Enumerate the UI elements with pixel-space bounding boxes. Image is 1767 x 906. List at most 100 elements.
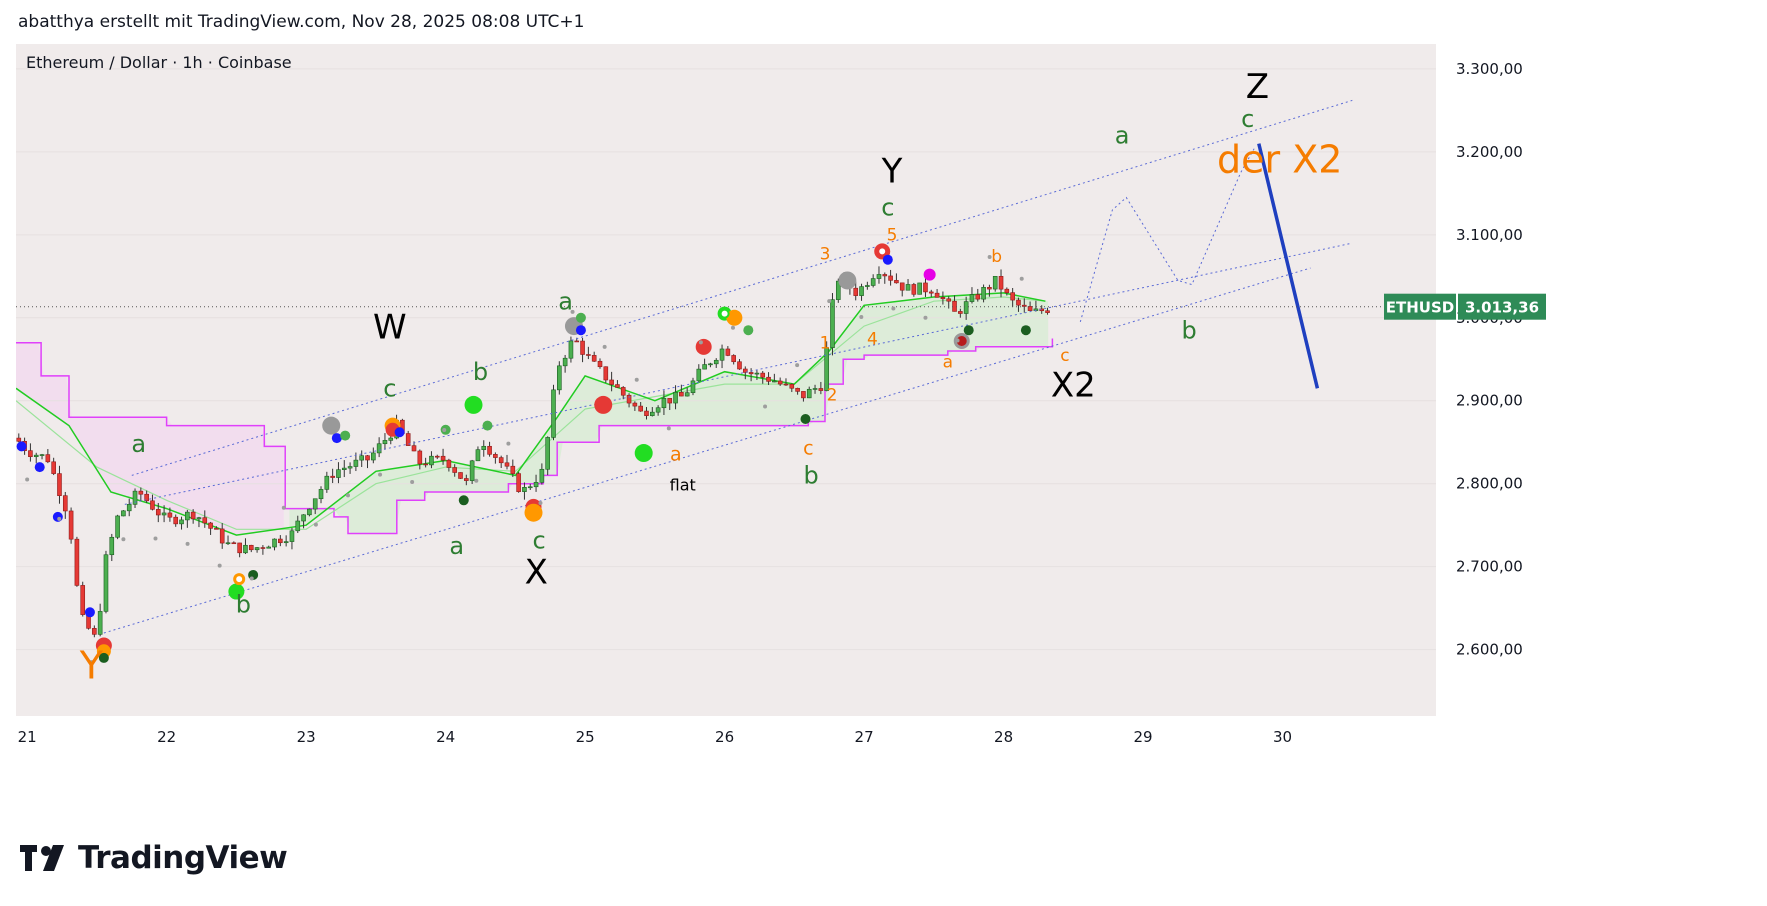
candle-body	[562, 357, 568, 367]
candle	[940, 291, 946, 305]
candle-body	[272, 538, 277, 548]
wave-label: b	[991, 247, 1002, 267]
candle-body	[545, 437, 550, 470]
candle	[423, 457, 428, 468]
candle	[481, 440, 487, 457]
candle	[824, 341, 829, 392]
bearish-cloud	[16, 342, 284, 535]
candle-body	[254, 547, 260, 551]
candle-body	[917, 282, 922, 295]
candle	[307, 508, 312, 517]
wave-label: a	[558, 287, 573, 315]
trail-dot	[217, 563, 222, 568]
candle-body	[696, 368, 702, 382]
candle-body	[452, 467, 457, 473]
candle-body	[330, 475, 335, 478]
candle-body	[405, 433, 411, 446]
candle	[173, 514, 179, 527]
candle-body	[80, 585, 86, 615]
candle	[888, 269, 893, 286]
candle	[958, 308, 963, 318]
candle-body	[109, 536, 115, 556]
candle-body	[376, 443, 382, 454]
projection-path	[1079, 147, 1256, 323]
candle	[464, 474, 469, 486]
candle	[987, 284, 992, 297]
signal-dot	[464, 395, 483, 414]
wave-label: Y	[881, 152, 903, 192]
candle-body	[690, 380, 696, 393]
candle	[928, 289, 934, 298]
candle	[806, 386, 812, 399]
wave-label: c	[1060, 346, 1069, 366]
candle-body	[981, 287, 986, 300]
candle	[632, 401, 638, 411]
signal-dot	[84, 607, 95, 618]
candle-body	[742, 368, 748, 373]
signal-dot	[838, 271, 857, 290]
candle	[655, 405, 661, 416]
candle-body	[568, 340, 574, 359]
candle-body	[731, 355, 736, 363]
time-axis-background	[16, 716, 1436, 816]
candle-body	[923, 282, 928, 293]
candle	[446, 458, 452, 472]
candle-body	[51, 461, 56, 474]
candle	[1045, 307, 1050, 315]
candle	[853, 281, 859, 301]
candle-body	[324, 475, 330, 490]
candle	[121, 510, 126, 517]
candle	[493, 452, 498, 464]
trail-dot	[249, 576, 254, 581]
candle-body	[946, 298, 952, 302]
candle	[324, 471, 330, 493]
candle-body	[632, 402, 638, 407]
signal-dot	[1020, 325, 1031, 336]
candle	[1004, 287, 1010, 296]
candle	[371, 447, 376, 464]
candle	[45, 449, 51, 464]
candle	[231, 541, 237, 545]
candle	[1027, 301, 1033, 311]
wave-label: a	[131, 430, 146, 458]
candle-body	[713, 359, 719, 365]
signal-dot	[16, 441, 27, 452]
candle-body	[248, 544, 254, 551]
candle-body	[853, 287, 859, 296]
candle-body	[429, 455, 434, 466]
candle-body	[516, 473, 521, 492]
candle	[202, 510, 208, 528]
wave-label: c	[1241, 105, 1254, 133]
candle	[219, 523, 225, 549]
candle	[312, 498, 318, 515]
wave-label: a	[449, 532, 464, 560]
tradingview-logo[interactable]: TradingView	[20, 840, 288, 876]
candle	[917, 282, 922, 295]
candle	[713, 358, 719, 368]
trail-dot	[634, 377, 639, 382]
candle	[248, 544, 254, 553]
signal-dot	[482, 420, 493, 431]
trail-dot	[89, 660, 94, 665]
candle-body	[115, 515, 120, 538]
candle	[283, 535, 289, 547]
candle-body	[684, 392, 690, 397]
candle	[28, 443, 33, 462]
wave-label: der X2	[1217, 138, 1342, 182]
candle-body	[510, 465, 516, 474]
candle	[586, 346, 591, 360]
candle-body	[214, 528, 219, 530]
trail-dot	[666, 426, 671, 431]
candle	[667, 398, 673, 411]
ema-fast-line	[16, 292, 1046, 536]
candle	[795, 387, 800, 395]
candle-body	[615, 384, 620, 388]
candle-body	[719, 348, 725, 361]
trail-dot	[923, 315, 928, 320]
candle	[894, 273, 899, 284]
candle	[615, 380, 620, 388]
candle-body	[586, 354, 591, 356]
candle	[62, 491, 68, 519]
